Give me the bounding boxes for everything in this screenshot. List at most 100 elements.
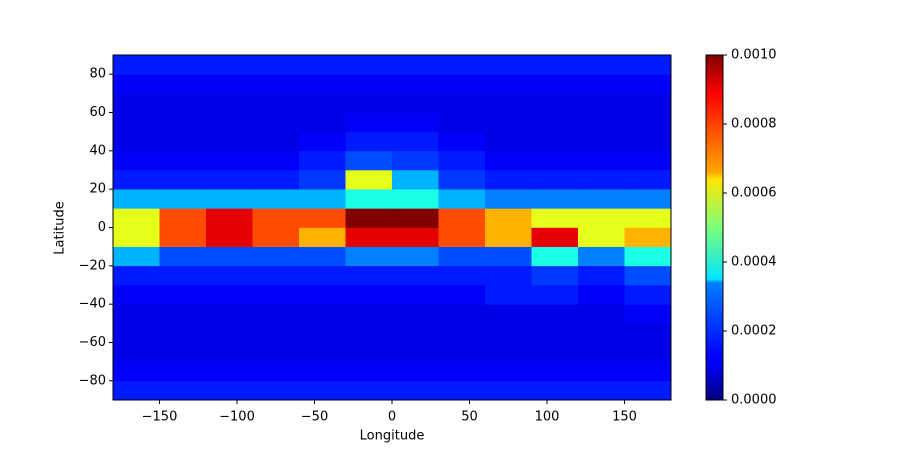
heatmap-cell [345,170,393,190]
heatmap-cell [252,112,300,132]
heatmap-cell [438,170,486,190]
heatmap-cell [392,131,439,152]
heatmap-cell [624,55,672,75]
heatmap-cell [206,265,253,286]
colorbar-tick-label: 0.0004 [731,255,777,270]
heatmap-cell [624,323,672,343]
heatmap-cell [345,342,393,362]
heatmap-cell [113,246,160,267]
heatmap-cell [252,150,300,171]
heatmap-cell [531,227,579,247]
heatmap-cell [159,170,207,190]
heatmap-cell [531,304,579,324]
heatmap-cell [206,361,253,382]
heatmap-cell [206,150,253,171]
heatmap-cell [299,93,346,113]
heatmap-cell [485,208,532,228]
heatmap-cell [624,342,672,362]
heatmap-cell [252,380,300,401]
colorbar [705,54,724,401]
heatmap-cell [531,380,579,401]
heatmap-cell [159,93,207,113]
heatmap-cell [485,285,532,305]
heatmap-cell [159,74,207,94]
heatmap-cell [624,361,672,382]
heatmap-cell [345,323,393,343]
heatmap-cell [299,74,346,94]
heatmap-cell [252,55,300,75]
heatmap-cell [578,112,625,132]
heatmap-cell [531,342,579,362]
heatmap-cell [206,227,253,247]
heatmap-cell [392,285,439,305]
heatmap-cell [624,246,672,267]
colorbar-tick-label: 0.0002 [731,324,777,339]
heatmap [113,55,672,401]
heatmap-cell [299,265,346,286]
heatmap-cell [392,323,439,343]
heatmap-cell [485,304,532,324]
heatmap-cell [438,380,486,401]
heatmap-cell [159,189,207,209]
heatmap-cell [113,150,160,171]
heatmap-cell [206,380,253,401]
heatmap-cell [531,265,579,286]
heatmap-cell [252,246,300,267]
x-axis-label: Longitude [360,429,425,444]
heatmap-cell [624,74,672,94]
heatmap-cell [531,285,579,305]
heatmap-cell [299,189,346,209]
x-tick-label: 0 [388,410,396,425]
heatmap-cell [531,131,579,152]
heatmap-cell [345,74,393,94]
heatmap-cell [438,361,486,382]
heatmap-cell [113,380,160,401]
heatmap-cell [578,246,625,267]
heatmap-cell [159,342,207,362]
heatmap-cell [252,131,300,152]
heatmap-cell [113,285,160,305]
y-tick-label: 60 [89,105,106,120]
heatmap-cell [485,170,532,190]
heatmap-cell [485,227,532,247]
heatmap-cell [345,150,393,171]
heatmap-cell [159,361,207,382]
colorbar-tick-label: 0.0008 [731,117,777,132]
heatmap-cell [531,74,579,94]
heatmap-cell [485,189,532,209]
heatmap-cell [624,304,672,324]
colorbar-tick-label: 0.0006 [731,186,777,201]
heatmap-cell [299,246,346,267]
y-tick-label: 80 [89,67,106,82]
heatmap-cell [624,285,672,305]
heatmap-cell [345,285,393,305]
heatmap-cell [252,208,300,228]
heatmap-cell [159,131,207,152]
heatmap-cell [299,342,346,362]
heatmap-cell [438,131,486,152]
heatmap-cell [206,112,253,132]
heatmap-cell [624,112,672,132]
heatmap-cell [392,55,439,75]
heatmap-cell [252,227,300,247]
heatmap-cell [531,93,579,113]
heatmap-cell [531,208,579,228]
heatmap-cell [438,112,486,132]
heatmap-cell [299,380,346,401]
heatmap-cell [578,323,625,343]
heatmap-cell [113,227,160,247]
heatmap-cell [113,265,160,286]
heatmap-cell [159,265,207,286]
heatmap-cell [299,170,346,190]
heatmap-cell [206,74,253,94]
heatmap-cell [345,208,393,228]
heatmap-cell [113,208,160,228]
heatmap-cell [252,304,300,324]
heatmap-cell [531,55,579,75]
heatmap-cell [392,150,439,171]
heatmap-cell [531,150,579,171]
heatmap-cell [531,246,579,267]
heatmap-cell [392,265,439,286]
x-tick-label: 50 [461,410,478,425]
heatmap-cell [392,246,439,267]
